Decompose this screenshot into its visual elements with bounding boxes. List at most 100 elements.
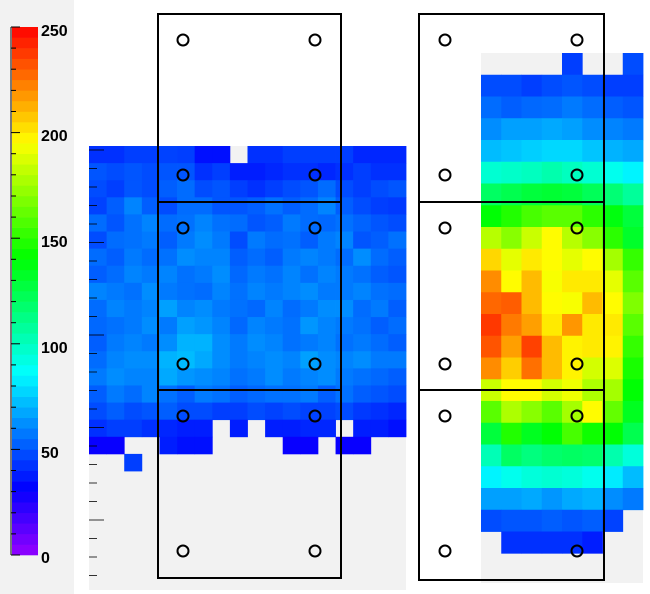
heatmap-cell — [622, 466, 644, 489]
mounting-hole — [570, 33, 584, 47]
heatmap-cell — [353, 299, 372, 318]
heatmap-cell — [106, 197, 125, 215]
heatmap-cell — [177, 231, 196, 250]
heatmap-cell — [265, 180, 284, 198]
heatmap-cell — [582, 248, 603, 271]
heatmap-cell — [141, 248, 160, 267]
heatmap-cell — [582, 161, 603, 184]
colorbar-step — [12, 491, 38, 503]
heatmap-cell — [300, 317, 319, 335]
heatmap-cell — [481, 335, 502, 358]
heatmap-cell — [541, 401, 563, 424]
heatmap-cell — [177, 419, 196, 438]
heatmap-cell — [106, 214, 125, 232]
heatmap-cell — [141, 402, 160, 421]
heatmap-cell — [247, 248, 266, 267]
heatmap-cell — [501, 270, 522, 293]
heatmap-cell — [541, 205, 563, 228]
heatmap-cell — [229, 385, 248, 403]
heatmap-cell — [521, 488, 543, 511]
heatmap-cell — [229, 265, 248, 284]
heatmap-cell — [159, 402, 178, 421]
heatmap-cell — [300, 231, 319, 250]
heatmap-cell — [300, 436, 319, 455]
heatmap-cell — [300, 419, 319, 438]
heatmap-cell — [622, 183, 644, 206]
colorbar-step — [12, 153, 38, 165]
colorbar-step — [12, 312, 38, 323]
heatmap-cell — [265, 231, 284, 250]
colorbar-step — [12, 333, 38, 345]
heatmap-cell — [317, 402, 336, 421]
heatmap-cell — [582, 422, 603, 445]
heatmap-cell — [582, 140, 603, 163]
heatmap-cell — [265, 163, 284, 181]
heatmap-cell — [481, 205, 502, 228]
colorbar-step — [12, 185, 38, 197]
heatmap-cell — [541, 161, 563, 184]
heatmap-cell — [370, 265, 389, 284]
heatmap-cell — [212, 248, 231, 267]
heatmap-cell — [521, 422, 543, 445]
heatmap-cell — [89, 334, 108, 352]
heatmap-cell — [582, 205, 603, 228]
heatmap-cell — [562, 509, 583, 532]
heatmap-cell — [141, 299, 160, 318]
heatmap-cell — [521, 205, 543, 228]
heatmap-cell — [89, 436, 108, 455]
heatmap-cell — [89, 385, 108, 403]
heatmap-cell — [282, 180, 301, 198]
heatmap-cell — [388, 299, 407, 318]
heatmap-cell — [159, 146, 178, 164]
heatmap-cell — [89, 351, 108, 369]
heatmap-cell — [562, 292, 583, 315]
heatmap-cell — [141, 265, 160, 284]
heatmap-cell — [317, 368, 336, 386]
heatmap-cell — [388, 214, 407, 232]
heatmap-cell — [212, 334, 231, 352]
colorbar-step — [12, 217, 38, 228]
heatmap-cell — [353, 265, 372, 284]
heatmap-cell — [141, 231, 160, 250]
heatmap-cell — [247, 402, 266, 421]
heatmap-cell — [582, 270, 603, 293]
colorbar-step — [12, 27, 38, 38]
heatmap-cell — [282, 282, 301, 301]
heatmap-cell — [602, 96, 624, 119]
mounting-hole — [570, 168, 584, 182]
mounting-hole — [570, 221, 584, 235]
heatmap-cell — [124, 231, 143, 250]
colorbar-step — [12, 227, 38, 239]
colorbar-step — [12, 238, 38, 250]
heatmap-cell — [501, 248, 522, 271]
heatmap-cell — [159, 214, 178, 232]
heatmap-cell — [541, 314, 563, 337]
heatmap-cell — [124, 248, 143, 267]
colorbar-step — [12, 269, 38, 281]
heatmap-cell — [388, 197, 407, 215]
heatmap-cell — [159, 231, 178, 250]
colorbar-step — [12, 512, 38, 524]
heatmap-cell — [622, 422, 644, 445]
heatmap-cell — [247, 197, 266, 215]
heatmap-cell — [622, 53, 644, 76]
heatmap-cell — [300, 282, 319, 301]
colorbar-tick-label-5: 0 — [41, 550, 50, 567]
heatmap-cell — [229, 299, 248, 318]
heatmap-cell — [317, 163, 336, 181]
heatmap-cell — [370, 402, 389, 421]
heatmap-cell — [501, 444, 522, 467]
heatmap-cell — [370, 419, 389, 438]
heatmap-cell — [388, 282, 407, 301]
heatmap-cell — [481, 509, 502, 532]
heatmap-cell — [106, 299, 125, 318]
heatmap-cell — [212, 299, 231, 318]
heatmap-cell — [282, 317, 301, 335]
heatmap-cell — [194, 197, 213, 215]
heatmap-cell — [124, 402, 143, 421]
heatmap-cell — [300, 265, 319, 284]
heatmap-cell — [541, 183, 563, 206]
heatmap-cell — [300, 180, 319, 198]
heatmap-cell — [247, 317, 266, 335]
colorbar-panel: 250 200 150 100 50 0 — [0, 0, 74, 594]
